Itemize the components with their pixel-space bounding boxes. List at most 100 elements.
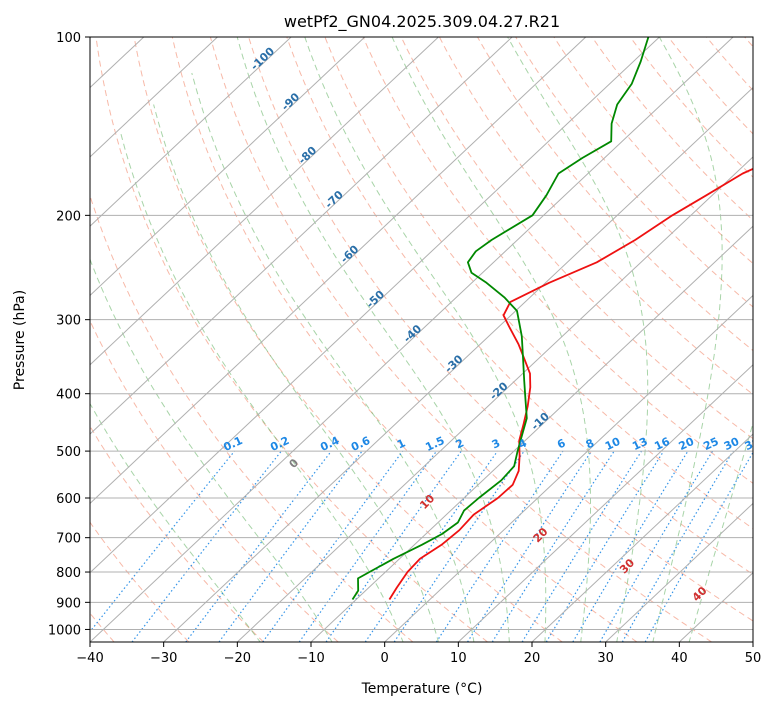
- dry-adiabat-line: [553, 37, 753, 265]
- mixing-ratio-line: [90, 450, 235, 633]
- isotherm-label: -20: [487, 379, 511, 402]
- isotherm-line: [90, 37, 366, 297]
- dry-adiabat-line: [90, 194, 414, 642]
- mixing-ratio-line: [262, 450, 404, 642]
- temperature-profile-line: [388, 167, 753, 600]
- moist-adiabat-line: [120, 132, 404, 642]
- x-tick-label: 40: [671, 651, 688, 666]
- mixing-ratio-label: 8: [584, 436, 596, 451]
- mixing-ratio-label: 25: [701, 435, 720, 453]
- mixing-ratio-line: [435, 450, 564, 642]
- y-tick-label: 500: [56, 445, 81, 460]
- dewpoint-profile-line: [351, 37, 650, 600]
- y-tick-label: 700: [56, 532, 81, 547]
- y-tick-label: 200: [56, 209, 81, 224]
- dry-adiabat-line: [248, 37, 753, 622]
- dry-adiabat-line: [286, 37, 753, 575]
- mixing-ratio-line: [599, 450, 714, 642]
- isotherm-line: [531, 433, 753, 642]
- isotherm-line: [90, 37, 218, 158]
- dry-adiabat-line: [324, 37, 753, 530]
- x-tick-label: 0: [381, 651, 389, 666]
- mixing-ratio-line: [131, 450, 282, 642]
- isotherm-line: [752, 641, 753, 642]
- isotherm-line: [384, 294, 753, 642]
- dry-adiabat-line: [90, 319, 339, 642]
- dry-adiabat-line: [515, 37, 753, 308]
- y-tick-label: 900: [56, 596, 81, 611]
- dry-adiabat-line: [591, 37, 753, 221]
- isotherm-line: [90, 37, 513, 435]
- dry-adiabat-line: [95, 37, 488, 642]
- y-tick-label: 300: [56, 314, 81, 329]
- mixing-ratio-line: [644, 451, 753, 642]
- moist-adiabat-label: 10: [417, 492, 437, 512]
- x-tick-label: 50: [745, 651, 762, 666]
- dry-adiabat-line: [667, 37, 753, 135]
- isotherm-line: [90, 37, 292, 227]
- moist-adiabat-label: 0: [287, 456, 302, 471]
- mixing-ratio-label: 16: [652, 435, 672, 453]
- isotherm-line: [605, 502, 753, 642]
- moist-adiabat-line: [391, 37, 591, 642]
- y-tick-label: 1000: [48, 623, 81, 638]
- mixing-ratio-line: [521, 450, 643, 642]
- isotherm-line: [90, 37, 734, 642]
- isotherm-line: [310, 225, 753, 642]
- dry-adiabat-line: [90, 521, 190, 642]
- isotherm-label: -10: [529, 410, 553, 433]
- isotherm-label: -90: [279, 90, 303, 113]
- dry-adiabat-line: [171, 37, 638, 642]
- dry-adiabat-line: [362, 37, 753, 484]
- moist-adiabat-line: [90, 257, 333, 642]
- dry-adiabat-line: [90, 425, 264, 642]
- mixing-ratio-line: [393, 450, 525, 642]
- mixing-ratio-label: 6: [555, 436, 568, 451]
- mixing-ratio-label: 30: [722, 435, 742, 453]
- isotherm-line: [90, 37, 660, 574]
- y-tick-label: 800: [56, 566, 81, 581]
- y-tick-label: 600: [56, 492, 81, 507]
- x-tick-label: −20: [224, 651, 251, 666]
- moist-adiabat-label: 20: [531, 525, 551, 545]
- x-tick-label: −10: [297, 651, 324, 666]
- isotherm-line: [0, 37, 70, 642]
- isotherm-line: [90, 37, 587, 505]
- isotherm-line: [90, 37, 439, 366]
- x-tick-label: 20: [524, 651, 541, 666]
- mixing-ratio-label: 13: [630, 435, 649, 453]
- isotherm-label: -70: [323, 188, 347, 211]
- isotherm-line: [236, 156, 753, 642]
- dry-adiabat-line: [744, 37, 753, 48]
- isotherm-label: -80: [296, 144, 320, 167]
- dry-adiabat-line: [706, 37, 753, 92]
- mixing-ratio-line: [218, 450, 363, 642]
- x-tick-label: 30: [597, 651, 614, 666]
- moist-adiabat-label: 40: [690, 584, 710, 604]
- plot-frame: [89, 36, 754, 643]
- isotherm-line: [163, 86, 753, 642]
- mixing-ratio-label: 3: [490, 436, 502, 451]
- x-tick-label: −30: [150, 651, 177, 666]
- x-tick-label: 10: [450, 651, 467, 666]
- mixing-ratio-label: 20: [677, 435, 697, 453]
- moist-adiabat-line: [652, 37, 723, 642]
- isotherm-label: -30: [442, 352, 466, 375]
- mixing-ratio-label: 10: [603, 435, 623, 453]
- dry-adiabat-line: [400, 37, 753, 440]
- x-axis-label: Temperature (°C): [361, 681, 483, 697]
- isotherm-line: [678, 572, 753, 642]
- y-tick-label: 400: [56, 388, 81, 403]
- isotherm-label: -60: [338, 243, 362, 266]
- mixing-ratio-line: [298, 450, 437, 642]
- y-tick-label: 100: [56, 31, 81, 46]
- mixing-ratio-line: [545, 450, 665, 642]
- mixing-ratio-line: [185, 450, 332, 642]
- moist-adiabat-line: [191, 72, 475, 642]
- isotherm-label: -50: [364, 288, 388, 311]
- mixing-ratio-line: [467, 450, 593, 642]
- plot-area: -100-90-80-70-60-50-40-30-20-100.1 0.2 0.4…: [0, 37, 753, 642]
- mixing-ratio-label: 2: [454, 436, 466, 451]
- y-axis-label: Pressure (hPa): [12, 290, 28, 390]
